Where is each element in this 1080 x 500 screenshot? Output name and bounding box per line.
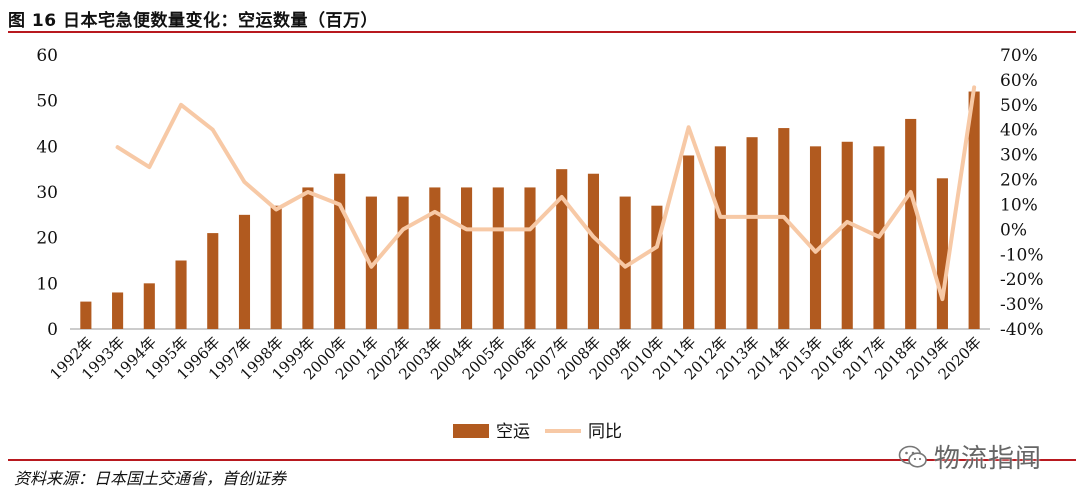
- bar-2016年: [841, 141, 853, 329]
- bar-2014年: [778, 128, 790, 329]
- y-left-tick-label: 40: [36, 137, 58, 157]
- bar-1994年: [143, 283, 155, 329]
- bar-2011年: [683, 155, 695, 329]
- y-right-tick-label: 60%: [1000, 71, 1038, 91]
- y-right-tick-label: 0%: [1000, 220, 1027, 240]
- bar-1993年: [112, 292, 124, 329]
- bar-2005年: [492, 187, 504, 329]
- y-left-tick-label: 10: [36, 274, 58, 294]
- bar-2010年: [651, 205, 663, 329]
- y-right-tick-label: -30%: [1000, 295, 1044, 315]
- bar-2019年: [936, 178, 948, 329]
- bar-1995年: [175, 260, 187, 329]
- bar-2015年: [809, 146, 822, 329]
- y-right-tick-label: -10%: [1000, 245, 1044, 265]
- source-note: 资料来源：日本国土交通省，首创证券: [14, 469, 287, 488]
- y-left-tick-label: 60: [36, 46, 58, 66]
- watermark-text: 物流指闻: [933, 444, 1042, 474]
- y-right-tick-label: 20%: [1000, 171, 1038, 191]
- bar-2018年: [905, 118, 917, 329]
- bar-2006年: [524, 187, 536, 329]
- legend-swatch-bar: [453, 424, 489, 438]
- bar-1997年: [238, 214, 251, 329]
- y-right-tick-label: 30%: [1000, 146, 1038, 166]
- bar-2003年: [429, 187, 441, 329]
- y-right-tick-label: -40%: [1000, 320, 1044, 340]
- y-left-tick-label: 0: [47, 320, 58, 340]
- y-right-tick-label: 70%: [1000, 46, 1038, 66]
- bar-2008年: [587, 173, 599, 329]
- bar-1992年: [80, 301, 92, 329]
- bar-2002年: [397, 196, 409, 329]
- y-left-tick-label: 20: [36, 229, 58, 249]
- legend-label-bar: 空运: [496, 422, 530, 442]
- figure-title: 图 16 日本宅急便数量变化：空运数量（百万）: [8, 11, 378, 31]
- bar-1996年: [207, 233, 219, 329]
- bar-2020年: [968, 91, 980, 330]
- watermark: 物流指闻: [898, 438, 1042, 475]
- y-right-tick-label: 40%: [1000, 121, 1038, 141]
- bar-1999年: [302, 187, 314, 329]
- y-left-tick-label: 30: [36, 183, 58, 203]
- y-left-tick-label: 50: [36, 92, 58, 112]
- bar-2013年: [746, 137, 758, 329]
- source-divider: [8, 459, 1076, 461]
- bar-1998年: [270, 205, 282, 329]
- legend-label-line: 同比: [588, 422, 622, 442]
- y-right-tick-label: 50%: [1000, 96, 1038, 116]
- bar-2000年: [334, 173, 346, 329]
- bar-2004年: [461, 187, 473, 329]
- combo-chart: 0 10 20 30 40 50 60 -40% -30% -20% -10% 0% 10% 20% 30%…: [36, 46, 1044, 442]
- wechat-icon: [898, 445, 927, 468]
- bar-2009年: [619, 196, 631, 329]
- series-line-同比: [115, 85, 977, 302]
- y-right-tick-label: 10%: [1000, 195, 1038, 215]
- y-right-tick-label: -20%: [1000, 270, 1044, 290]
- bar-2012年: [714, 146, 726, 329]
- title-divider: [8, 31, 1076, 33]
- bar-2007年: [556, 169, 568, 329]
